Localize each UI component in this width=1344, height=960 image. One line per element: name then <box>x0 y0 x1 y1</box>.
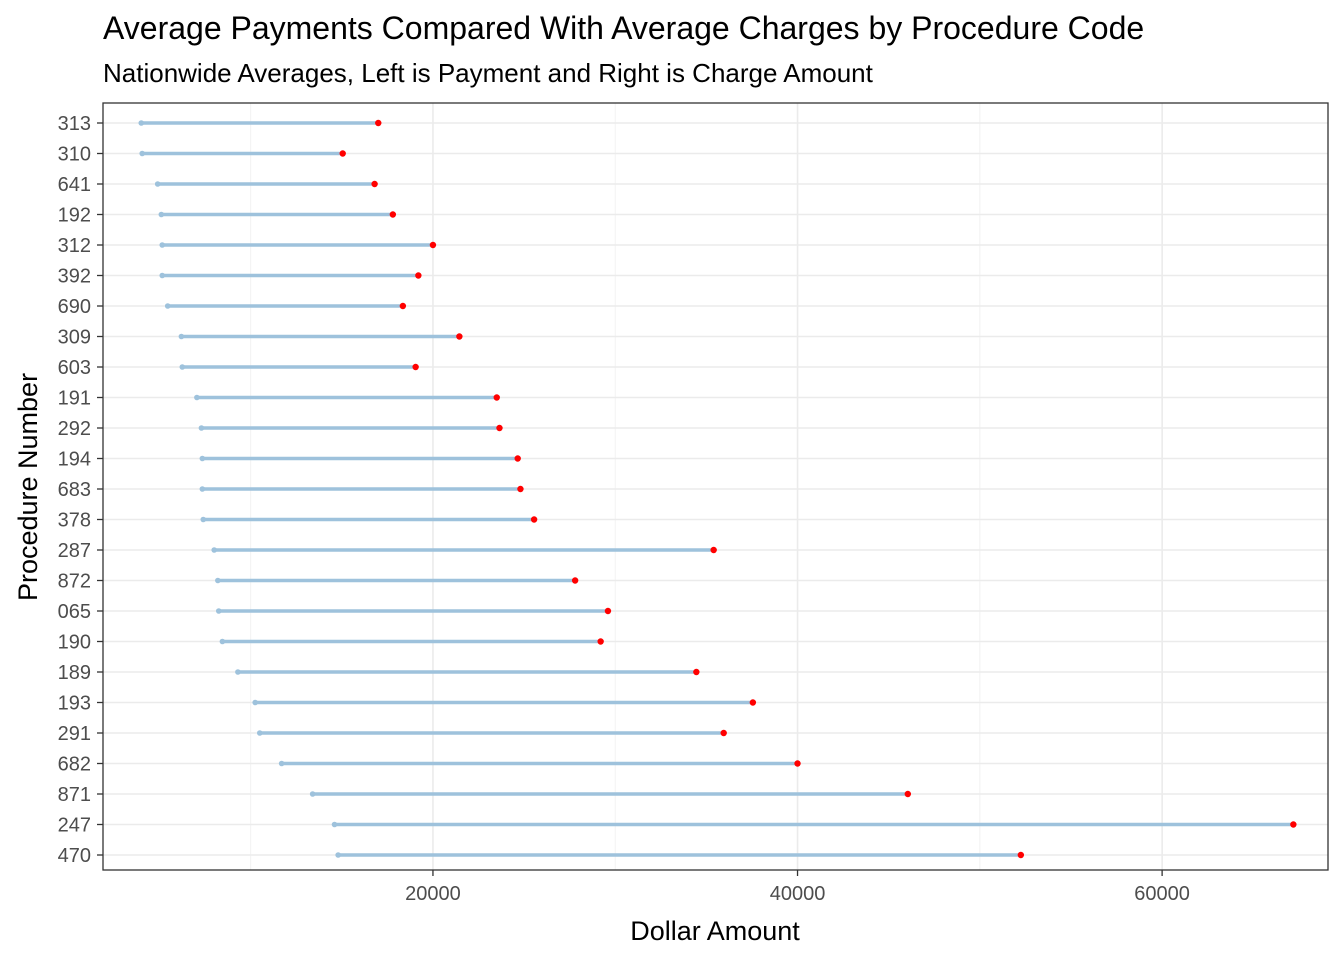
y-tick-label: 192 <box>58 205 91 227</box>
charge-point-247 <box>1290 821 1297 828</box>
y-tick-label: 313 <box>58 113 91 135</box>
y-tick-label: 065 <box>58 601 91 623</box>
panel-border <box>102 102 1329 871</box>
charge-point-682 <box>794 760 801 767</box>
charge-point-291 <box>720 729 727 737</box>
payment-point-470 <box>335 852 341 858</box>
y-tick-label: 247 <box>58 815 91 837</box>
payment-point-065 <box>215 608 222 614</box>
payment-point-690 <box>164 303 171 309</box>
payment-point-603 <box>179 364 186 370</box>
charge-point-872 <box>571 577 579 584</box>
charge-point-190 <box>597 638 604 645</box>
payment-point-310 <box>139 150 145 157</box>
segments <box>141 121 1294 857</box>
y-tick-label: 470 <box>58 845 91 867</box>
payment-point-871 <box>309 791 316 797</box>
payment-point-287 <box>211 547 217 553</box>
y-tick-label: 378 <box>58 510 91 532</box>
y-tick-label: 194 <box>58 449 91 471</box>
grid-minor <box>250 103 981 870</box>
charge-point-313 <box>375 119 382 127</box>
y-tick-label: 683 <box>58 479 91 501</box>
payment-point-291 <box>256 730 263 736</box>
charge-point-470 <box>1017 851 1025 859</box>
charge-point-392 <box>415 272 422 279</box>
charge-point-287 <box>710 546 717 554</box>
payment-point-192 <box>158 211 165 218</box>
y-tick-label: 690 <box>58 296 91 318</box>
payment-point-191 <box>194 394 200 401</box>
payment-point-641 <box>154 181 161 187</box>
payment-point-872 <box>215 577 221 584</box>
y-tick-label: 872 <box>58 571 91 593</box>
y-tick-label: 292 <box>58 418 91 440</box>
payment-point-682 <box>278 760 285 767</box>
payment-point-378 <box>200 516 207 523</box>
y-axis-label: Procedure Number <box>13 373 43 601</box>
payment-point-247 <box>331 821 338 828</box>
chart-title: Average Payments Compared With Average C… <box>103 10 1145 46</box>
y-tick-label: 189 <box>58 662 91 684</box>
charge-point-312 <box>429 241 437 249</box>
x-axis-label: Dollar Amount <box>630 916 800 946</box>
y-tick-label: 191 <box>58 388 91 410</box>
y-tick-label: 309 <box>58 327 91 349</box>
charge-point-194 <box>514 455 521 462</box>
charge-point-191 <box>493 394 500 401</box>
charge-point-690 <box>399 302 407 310</box>
y-axis: 313 310 641 192 312 392 690 309 603 191 292 194 683 3… <box>58 113 103 867</box>
payment-point-312 <box>159 242 166 248</box>
payment-point-292 <box>198 425 205 431</box>
payment-point-392 <box>159 272 166 279</box>
y-tick-label: 641 <box>58 174 91 196</box>
charge-point-683 <box>517 485 524 493</box>
payment-point-313 <box>138 120 145 126</box>
payment-point-309 <box>178 333 185 340</box>
y-tick-label: 193 <box>58 693 91 715</box>
points <box>138 119 1297 859</box>
y-tick-label: 190 <box>58 632 91 654</box>
payment-point-193 <box>252 699 259 706</box>
payment-point-189 <box>235 669 241 675</box>
y-tick-label: 682 <box>58 754 91 776</box>
payment-point-190 <box>219 638 226 645</box>
payment-point-194 <box>199 455 206 462</box>
y-tick-label: 310 <box>58 144 91 166</box>
x-axis: 20000 40000 60000 <box>405 870 1190 905</box>
charge-point-192 <box>389 211 397 218</box>
charge-point-309 <box>456 333 463 340</box>
grid-major <box>103 103 1328 870</box>
y-tick-label: 291 <box>58 723 91 745</box>
charge-point-292 <box>496 424 503 432</box>
charge-point-065 <box>604 607 612 615</box>
y-tick-label: 312 <box>58 235 91 257</box>
charge-point-193 <box>749 699 757 706</box>
charge-point-189 <box>693 668 700 676</box>
charge-point-310 <box>339 150 346 157</box>
chart-subtitle: Nationwide Averages, Left is Payment and… <box>103 58 873 88</box>
y-tick-label: 871 <box>58 784 91 806</box>
x-tick-label: 60000 <box>1134 883 1190 905</box>
x-tick-label: 40000 <box>770 883 826 905</box>
y-tick-label: 287 <box>58 540 91 562</box>
y-tick-label: 392 <box>58 266 91 288</box>
payment-point-683 <box>199 486 206 492</box>
y-tick-label: 603 <box>58 357 91 379</box>
charge-point-871 <box>904 790 912 798</box>
x-tick-label: 20000 <box>405 883 461 905</box>
charge-point-603 <box>412 363 419 371</box>
charge-point-641 <box>371 180 378 188</box>
charge-point-378 <box>530 516 538 523</box>
